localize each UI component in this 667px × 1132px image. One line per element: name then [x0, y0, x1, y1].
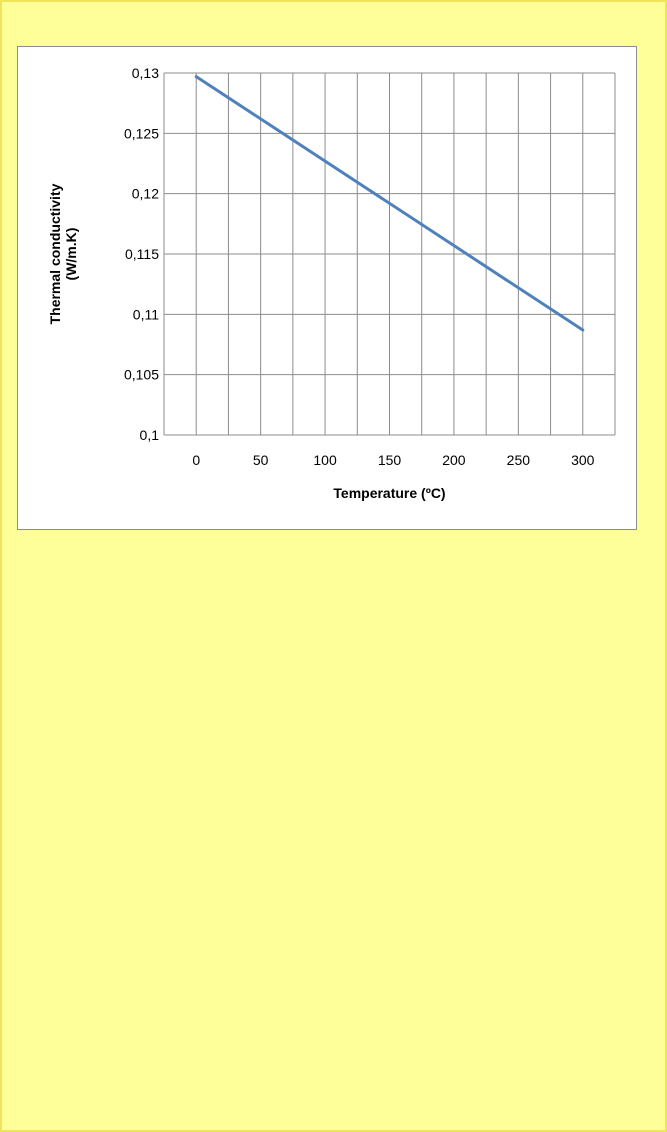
x-axis-tick-labels: 0 50 100 150 200 250 300 — [192, 452, 594, 468]
grid-lines — [163, 72, 616, 436]
x-tick-label: 50 — [253, 452, 269, 468]
y-axis-tick-labels: 0,1 0,105 0,11 0,115 0,12 0,125 0,13 — [124, 65, 159, 443]
x-tick-label: 300 — [571, 452, 595, 468]
x-tick-label: 200 — [442, 452, 466, 468]
series-line — [194, 75, 585, 332]
y-tick-label: 0,12 — [132, 186, 159, 202]
series-layer — [194, 75, 585, 332]
chart-svg: 0,1 0,105 0,11 0,115 0,12 0,125 0,13 0 50 100 150… — [18, 47, 636, 529]
y-tick-label: 0,125 — [124, 125, 159, 141]
x-tick-label: 150 — [378, 452, 402, 468]
y-tick-label: 0,115 — [125, 246, 159, 262]
x-axis-title: Temperature (ºC) — [333, 485, 445, 501]
y-tick-label: 0,105 — [124, 367, 159, 383]
y-axis-title-line-2: (W/m.K) — [63, 228, 79, 281]
chart-panel: 0,1 0,105 0,11 0,115 0,12 0,125 0,13 0 50 100 150… — [17, 46, 637, 530]
x-tick-label: 100 — [313, 452, 337, 468]
y-axis-title-line-1: Thermal conductivity — [47, 183, 63, 324]
chart-area — [18, 47, 636, 529]
y-tick-label: 0,11 — [133, 306, 159, 322]
x-tick-label: 250 — [507, 452, 531, 468]
y-tick-label: 0,13 — [132, 65, 159, 81]
y-tick-label: 0,1 — [140, 427, 160, 443]
axis-titles: Temperature (ºC) Thermal conductivity (W… — [47, 183, 446, 501]
x-tick-label: 0 — [192, 452, 200, 468]
